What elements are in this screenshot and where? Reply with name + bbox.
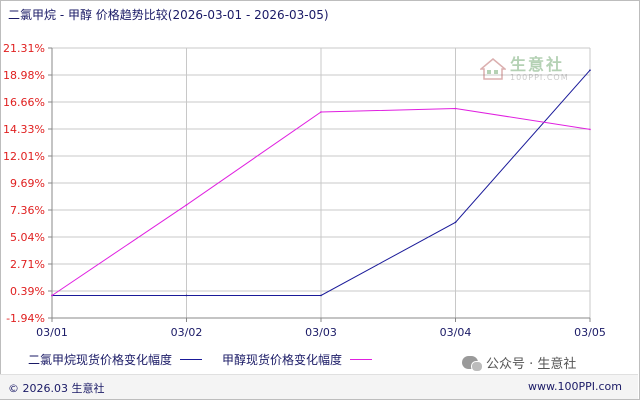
data-point <box>589 128 591 131</box>
legend-item-methanol: 甲醇现货价格变化幅度 <box>222 351 373 368</box>
y-tick-label: 18.98% <box>3 69 45 82</box>
chart-title: 二氯甲烷 - 甲醇 价格趋势比较(2026-03-01 - 2026-03-05… <box>8 8 329 22</box>
y-tick-label: 2.71% <box>10 258 45 271</box>
data-point <box>185 294 188 297</box>
watermark-logo: 生意社 100PPI.COM <box>480 56 569 82</box>
legend-label: 二氯甲烷现货价格变化幅度 <box>28 352 173 367</box>
data-point <box>185 204 188 206</box>
y-tick-label: 7.36% <box>10 204 45 217</box>
data-point <box>589 69 591 71</box>
legend-label: 甲醇现货价格变化幅度 <box>222 352 343 367</box>
x-tick-label: 03/03 <box>305 326 337 339</box>
y-tick-label: 14.33% <box>3 123 45 136</box>
y-tick-label: -1.94% <box>6 312 45 325</box>
x-tick-label: 03/04 <box>440 326 472 339</box>
x-tick-label: 03/05 <box>574 326 606 339</box>
data-point <box>454 221 457 224</box>
footer-bar: © 2026.03 生意社 www.100PPI.com <box>0 374 638 399</box>
watermark-name: 生意社 <box>510 55 565 74</box>
x-tick-label: 03/01 <box>36 326 68 339</box>
house-logo-icon <box>480 58 506 80</box>
y-tick-label: 21.31% <box>3 42 45 55</box>
watermark-url: 100PPI.COM <box>510 73 569 82</box>
wechat-badge: 公众号 · 生意社 <box>462 353 576 372</box>
legend-swatch <box>350 358 373 360</box>
chart-legend: 二氯甲烷现货价格变化幅度 甲醇现货价格变化幅度 <box>28 351 392 367</box>
legend-swatch <box>180 358 203 360</box>
y-tick-label: 0.39% <box>10 285 45 298</box>
data-point <box>51 294 53 297</box>
y-tick-label: 16.66% <box>3 96 45 109</box>
data-point <box>320 294 322 297</box>
y-tick-label: 12.01% <box>3 150 45 163</box>
x-tick-label: 03/02 <box>171 326 203 339</box>
wechat-account: 公众号 · 生意社 <box>486 357 577 372</box>
copyright-text: © 2026.03 生意社 <box>8 382 105 395</box>
legend-item-dichloromethane: 二氯甲烷现货价格变化幅度 <box>28 351 203 368</box>
y-tick-label: 5.04% <box>10 231 45 244</box>
site-url-link[interactable]: www.100PPI.com <box>528 380 622 393</box>
data-point <box>320 111 322 113</box>
wechat-icon <box>462 356 483 372</box>
data-point <box>454 107 457 110</box>
y-tick-label: 9.69% <box>10 177 45 190</box>
